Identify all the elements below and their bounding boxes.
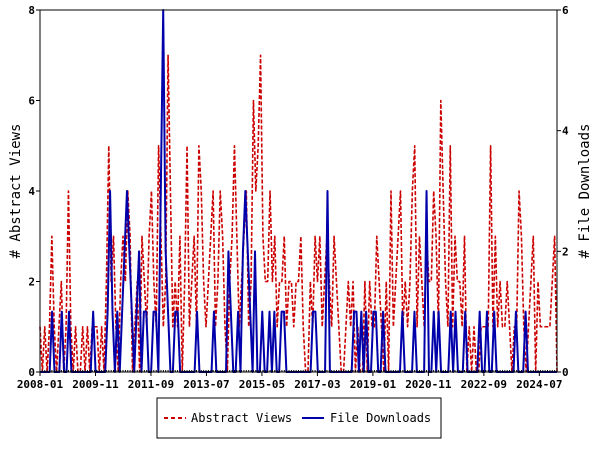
x-tick-label: 2015-05 (239, 378, 285, 391)
x-tick-label: 2024-07 (516, 378, 562, 391)
axis-layer: 2008-01 2009-11 2011-09 2013-07 2015-05 2017-… (17, 4, 569, 391)
legend-label-abstract-views: Abstract Views (191, 411, 292, 425)
y-tick-label: 4 (28, 185, 35, 198)
y-tick-label: 8 (28, 4, 35, 17)
y2-tick-label: 6 (562, 4, 569, 17)
x-tick-label: 2019-01 (350, 378, 397, 391)
x-tick-label: 2013-07 (183, 378, 229, 391)
y-tick-label: 6 (28, 95, 35, 108)
x-tick-label: 2020-11 (405, 378, 452, 391)
y-tick-label: 0 (28, 366, 35, 379)
legend-label-file-downloads: File Downloads (330, 411, 431, 425)
y2-axis-title: # File Downloads (577, 124, 593, 259)
y2-tick-label: 0 (562, 366, 569, 379)
series-line-abstract-views (39, 54, 558, 373)
y2-tick-label: 2 (562, 245, 569, 258)
x-tick-label: 2008-01 (17, 378, 64, 391)
legend-box (156, 397, 442, 439)
y-axis-title: # Abstract Views (8, 124, 24, 259)
x-tick-label: 2017-03 (294, 378, 340, 391)
legend: Abstract Views File Downloads (156, 397, 442, 439)
y-tick-label: 2 (28, 276, 35, 289)
x-tick-label: 2011-09 (128, 378, 174, 391)
x-tick-label: 2022-09 (461, 378, 507, 391)
x-tick-label: 2009-11 (72, 378, 119, 391)
y2-tick-label: 4 (562, 125, 569, 138)
